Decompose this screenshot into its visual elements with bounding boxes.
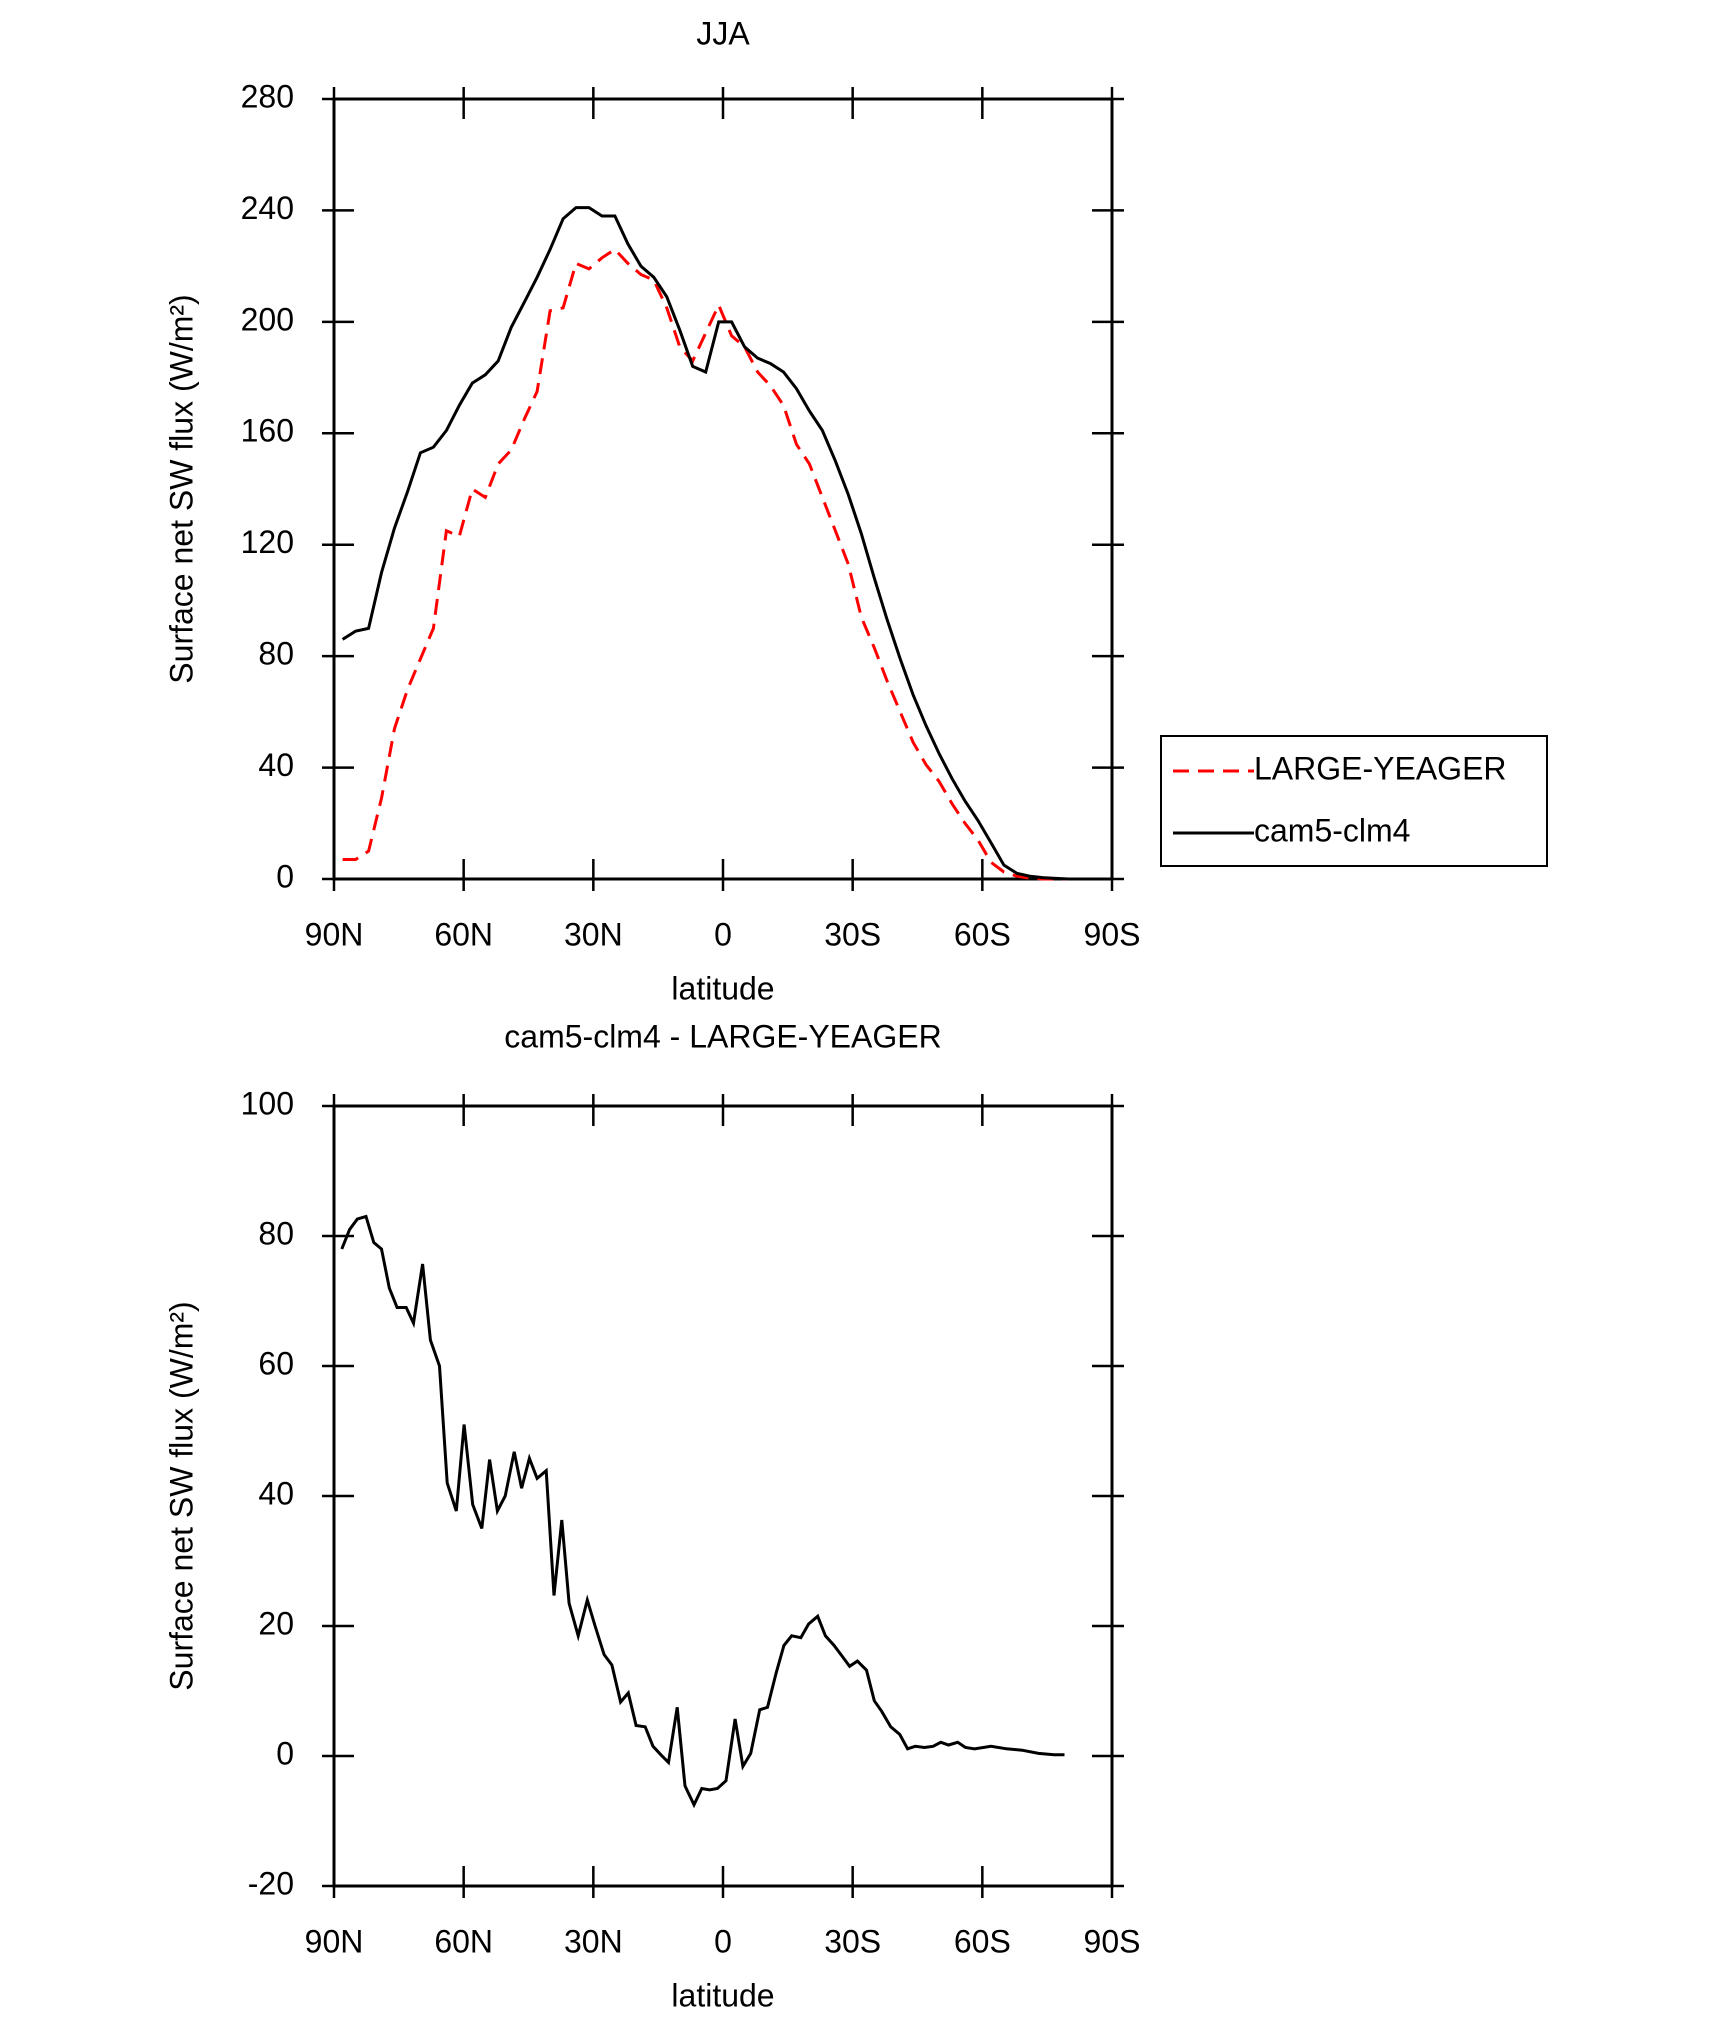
data-line [341,206,1108,881]
y-tick-label: -20 [248,1865,294,1901]
chart-title: JJA [696,15,750,51]
y-tick-label: 40 [258,1475,294,1511]
data-line [340,1214,1065,1809]
x-tick-label: 60S [954,1923,1011,1959]
legend-box [1160,735,1548,867]
chart-title: cam5-clm4 - LARGE-YEAGER [504,1018,941,1054]
y-tick-label: 20 [258,1605,294,1641]
x-tick-label: 60N [434,916,493,952]
x-tick-label: 30N [564,916,623,952]
data-line [342,247,1108,881]
x-tick-label: 90N [305,916,364,952]
y-tick-label: 120 [241,524,294,560]
y-tick-label: 40 [258,747,294,783]
plot-frame [332,1104,1114,1888]
y-tick-label: 80 [258,636,294,672]
y-tick-label: 200 [241,301,294,337]
y-axis-label: Surface net SW flux (W/m²) [163,294,199,683]
y-tick-label: 0 [276,1735,294,1771]
x-tick-label: 30S [824,1923,881,1959]
y-tick-label: 0 [276,858,294,894]
x-tick-label: 90N [305,1923,364,1959]
x-tick-label: 60S [954,916,1011,952]
y-tick-label: 60 [258,1345,294,1381]
y-tick-label: 280 [241,78,294,114]
y-axis-label: Surface net SW flux (W/m²) [163,1301,199,1690]
y-tick-label: 100 [241,1085,294,1121]
x-axis-label: latitude [671,1977,774,2013]
x-tick-label: 30S [824,916,881,952]
plot-frame [332,97,1114,881]
y-tick-label: 240 [241,190,294,226]
legend-label: LARGE-YEAGER [1254,750,1507,786]
x-tick-label: 90S [1084,1923,1141,1959]
x-axis-label: latitude [671,970,774,1006]
legend-label: cam5-clm4 [1254,812,1410,848]
y-tick-label: 80 [258,1215,294,1251]
x-tick-label: 0 [714,1923,732,1959]
x-tick-label: 30N [564,1923,623,1959]
x-tick-label: 60N [434,1923,493,1959]
x-tick-label: 90S [1084,916,1141,952]
y-tick-label: 160 [241,413,294,449]
x-tick-label: 0 [714,916,732,952]
